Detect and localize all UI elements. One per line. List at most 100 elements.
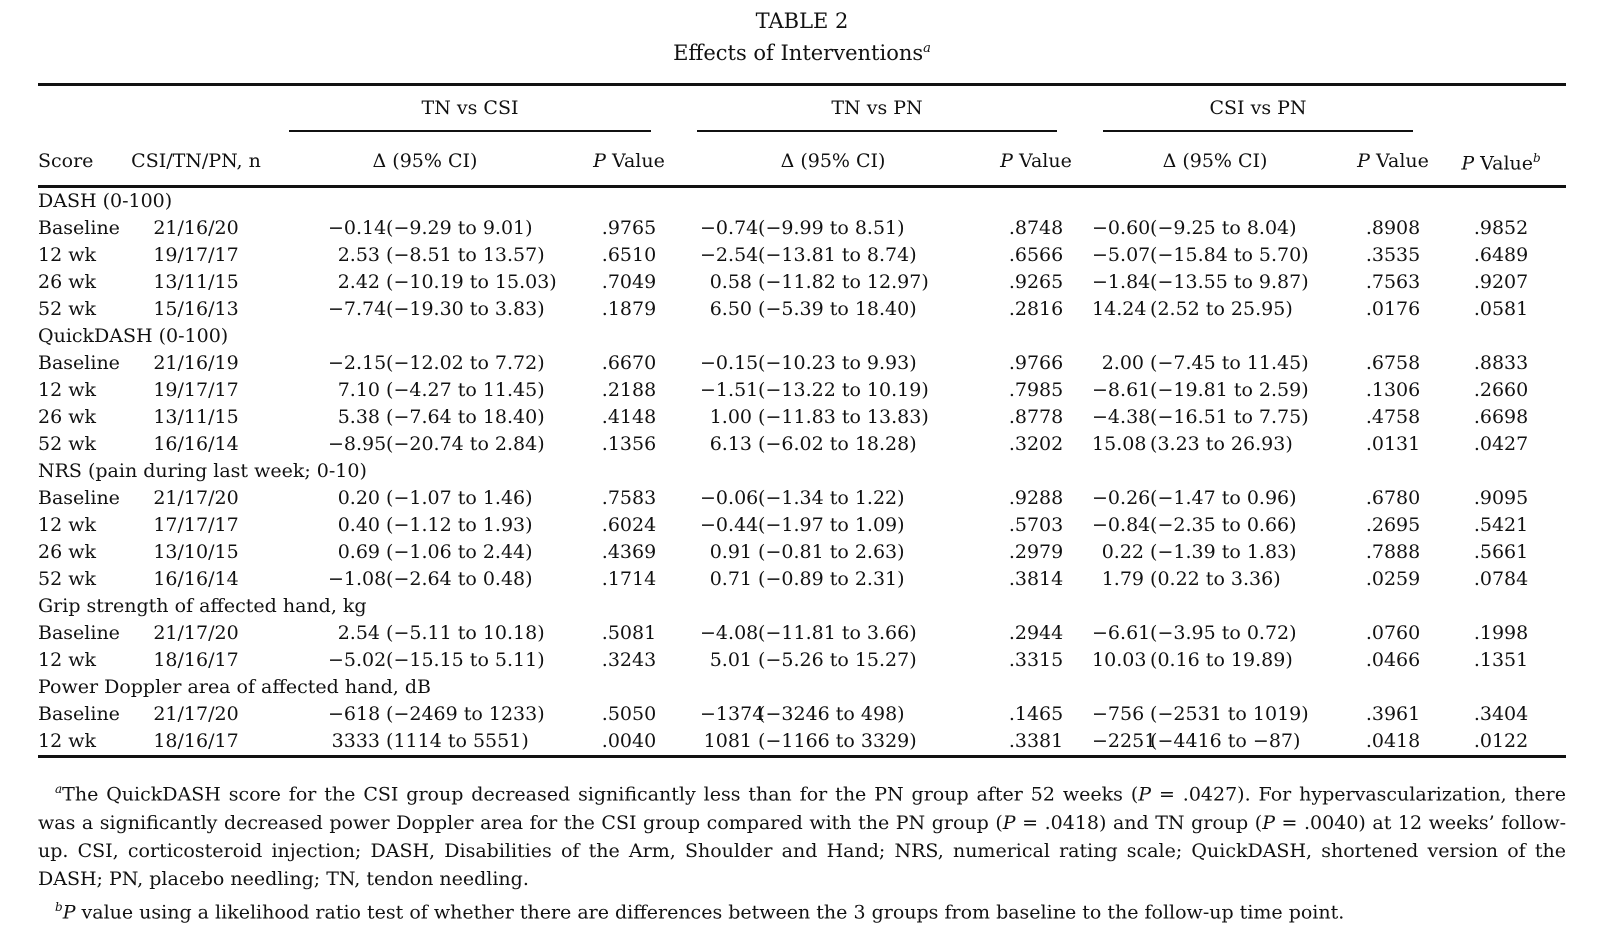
cell-delta-csi-pn: −4.38 (−16.51 to 7.75) [1092, 406, 1309, 429]
col-header-p-csi-vs-pn: P Value [1357, 149, 1429, 172]
cell-delta-tn-csi: −2.15 (−12.02 to 7.72) [328, 352, 545, 375]
cell-delta-tn-csi: 2.42 (−10.19 to 15.03) [337, 271, 557, 294]
footnote-a: aThe QuickDASH score for the CSI group d… [38, 782, 1566, 890]
cell-delta-csi-pn: 14.24 (2.52 to 25.95) [1092, 298, 1293, 321]
col-group-csi-vs-pn: CSI vs PN [1103, 95, 1414, 132]
cell-delta-csi-pn: −0.26 (−1.47 to 0.96) [1092, 487, 1297, 510]
col-header-delta-tn-vs-csi: Δ (95% CI) [372, 149, 478, 172]
table-title: Effects of Interventionsa [673, 41, 931, 65]
paper-page: TABLE 2 Effects of Interventionsa TN vs … [38, 9, 1567, 926]
table-number: TABLE 2 [755, 9, 849, 33]
cell-p-overall: .8833 [1473, 352, 1529, 375]
cell-score: 26 wk [38, 406, 96, 429]
cell-p-overall: .3404 [1473, 703, 1529, 726]
cell-p-tn-csi: .0040 [601, 730, 657, 753]
cell-n: 21/16/19 [153, 352, 239, 375]
cell-delta-csi-pn: 0.22 (−1.39 to 1.83) [1101, 541, 1297, 564]
cell-p-overall: .5661 [1473, 541, 1529, 564]
cell-score: 12 wk [38, 244, 96, 267]
cell-p-csi-pn: .6758 [1365, 352, 1421, 375]
cell-delta-csi-pn: 15.08 (3.23 to 26.93) [1092, 433, 1293, 456]
cell-p-tn-csi: .4148 [601, 406, 657, 429]
cell-score: 26 wk [38, 541, 96, 564]
cell-p-tn-csi: .6510 [601, 244, 657, 267]
cell-p-tn-csi: .1356 [601, 433, 657, 456]
table-row: 12 wk 17/17/17 0.40 (−1.12 to 1.93) .6024 −0… [38, 512, 1566, 539]
cell-delta-tn-pn: 0.91 (−0.81 to 2.63) [709, 541, 905, 564]
cell-delta-tn-csi: −5.02 (−15.15 to 5.11) [328, 649, 545, 672]
cell-p-tn-csi: .1714 [601, 568, 657, 591]
cell-p-tn-pn: .2944 [1008, 622, 1064, 645]
cell-score: 52 wk [38, 568, 96, 591]
section-label-row: Grip strength of affected hand, kg [38, 593, 1566, 620]
cell-score: Baseline [38, 622, 120, 645]
col-header-score: Score [38, 149, 94, 172]
cell-delta-tn-pn: 6.13 (−6.02 to 18.28) [709, 433, 917, 456]
section-label: DASH (0-100) [38, 190, 173, 213]
cell-n: 21/17/20 [153, 622, 239, 645]
table-row: 26 wk 13/11/15 2.42 (−10.19 to 15.03) .7049… [38, 269, 1566, 296]
footnote-b: bP value using a likelihood ratio test o… [55, 899, 1345, 923]
cell-delta-tn-pn: −2.54 (−13.81 to 8.74) [700, 244, 917, 267]
cell-p-csi-pn: .7563 [1365, 271, 1421, 294]
cell-delta-csi-pn: −756 (−2531 to 1019) [1092, 703, 1309, 726]
cell-delta-tn-pn: −1374 (−3246 to 498) [700, 703, 905, 726]
cell-p-csi-pn: .0466 [1365, 649, 1421, 672]
cell-n: 17/17/17 [153, 514, 239, 537]
cell-p-overall: .0581 [1473, 298, 1529, 321]
cell-p-tn-csi: .1879 [601, 298, 657, 321]
cell-p-tn-pn: .9265 [1008, 271, 1064, 294]
cell-n: 21/16/20 [153, 217, 239, 240]
cell-delta-csi-pn: −1.84 (−13.55 to 9.87) [1092, 271, 1309, 294]
cell-p-tn-pn: .7985 [1008, 379, 1064, 402]
cell-delta-tn-pn: −0.44 (−1.97 to 1.09) [700, 514, 905, 537]
cell-delta-tn-pn: −4.08 (−11.81 to 3.66) [700, 622, 917, 645]
cell-delta-tn-pn: 1.00 (−11.83 to 13.83) [709, 406, 929, 429]
section-label-row: NRS (pain during last week; 0-10) [38, 458, 1566, 485]
table-row: 26 wk 13/11/15 5.38 (−7.64 to 18.40) .4148 1… [38, 404, 1566, 431]
cell-p-csi-pn: .6780 [1365, 487, 1421, 510]
col-header-p-overall: P Valueb [1461, 151, 1541, 175]
cell-p-tn-csi: .9765 [601, 217, 657, 240]
cell-delta-csi-pn: 2.00 (−7.45 to 11.45) [1101, 352, 1309, 375]
cell-delta-csi-pn: −6.61 (−3.95 to 0.72) [1092, 622, 1297, 645]
section-label: Power Doppler area of affected hand, dB [38, 676, 432, 699]
col-header-p-tn-vs-pn: P Value [1000, 149, 1072, 172]
cell-p-tn-pn: .8748 [1008, 217, 1064, 240]
table-footnotes: aThe QuickDASH score for the CSI group d… [38, 775, 1566, 926]
col-group-tn-vs-csi: TN vs CSI [289, 95, 652, 132]
cell-p-csi-pn: .0259 [1365, 568, 1421, 591]
cell-n: 13/10/15 [153, 541, 239, 564]
cell-delta-csi-pn: −8.61 (−19.81 to 2.59) [1092, 379, 1309, 402]
cell-p-overall: .9095 [1473, 487, 1529, 510]
col-group-tn-vs-pn: TN vs PN [697, 95, 1058, 132]
col-header-p-tn-vs-csi: P Value [593, 149, 665, 172]
cell-p-tn-csi: .6670 [601, 352, 657, 375]
section-label: Grip strength of affected hand, kg [38, 595, 367, 618]
cell-delta-csi-pn: −0.60 (−9.25 to 8.04) [1092, 217, 1297, 240]
cell-p-overall: .9207 [1473, 271, 1529, 294]
cell-p-overall: .1998 [1473, 622, 1529, 645]
cell-p-csi-pn: .0418 [1365, 730, 1421, 753]
cell-delta-tn-pn: 0.58 (−11.82 to 12.97) [709, 271, 929, 294]
cell-p-tn-pn: .3202 [1008, 433, 1064, 456]
cell-p-tn-csi: .4369 [601, 541, 657, 564]
cell-delta-tn-csi: −1.08 (−2.64 to 0.48) [328, 568, 533, 591]
cell-p-csi-pn: .1306 [1365, 379, 1421, 402]
cell-p-tn-pn: .1465 [1008, 703, 1064, 726]
cell-p-tn-csi: .6024 [601, 514, 657, 537]
cell-p-overall: .0122 [1473, 730, 1529, 753]
table-row: 52 wk 16/16/14 −8.95 (−20.74 to 2.84) .1356… [38, 431, 1566, 458]
table-row: Baseline 21/17/20 2.54 (−5.11 to 10.18) .50… [38, 620, 1566, 647]
cell-p-tn-pn: .9766 [1008, 352, 1064, 375]
cell-p-csi-pn: .0176 [1365, 298, 1421, 321]
cell-delta-tn-csi: 5.38 (−7.64 to 18.40) [337, 406, 545, 429]
cell-p-tn-csi: .5050 [601, 703, 657, 726]
cell-p-overall: .5421 [1473, 514, 1529, 537]
cell-p-tn-pn: .9288 [1008, 487, 1064, 510]
footnote-a-marker: a [923, 41, 931, 56]
cell-p-overall: .6698 [1473, 406, 1529, 429]
cell-p-tn-pn: .6566 [1008, 244, 1064, 267]
cell-delta-tn-pn: −0.74 (−9.99 to 8.51) [700, 217, 905, 240]
cell-score: 12 wk [38, 730, 96, 753]
